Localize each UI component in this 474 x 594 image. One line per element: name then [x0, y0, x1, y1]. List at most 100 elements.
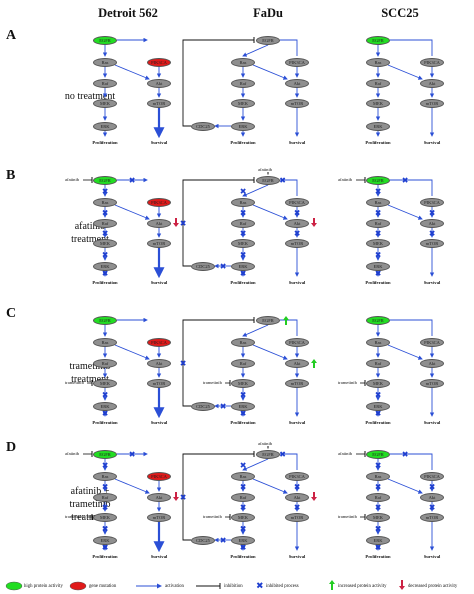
- r2-d-x-ras-raf: ✖: [102, 209, 109, 218]
- r2-f-x-egfr-pik3ca: ✖: [279, 176, 286, 185]
- r3-s-x-mek-erk-t: ✖: [375, 391, 382, 400]
- row-label-c: trametinib treatment: [69, 361, 111, 385]
- r2-s-x-akt-mtor: ✖: [429, 229, 436, 238]
- r4-d-x-mek-erk: ✖: [102, 525, 109, 534]
- r4-f-edge-egfr-ras: [242, 458, 269, 471]
- r2-f-node-raf: Raf: [231, 218, 255, 228]
- r4-d-node-ras: Ras: [93, 471, 117, 481]
- r4-f-x-ras-raf: ✖: [240, 483, 247, 492]
- r4-s-drug-trametinib: trametinib: [338, 514, 357, 519]
- r2-f-edge-ras-akt: [252, 204, 288, 220]
- r3-f-node-cdc25: CDC25: [191, 401, 215, 411]
- r4-s-node-pik3ca: PIK3CA: [420, 471, 444, 481]
- r2-f-node-pik3ca: PIK3CA: [285, 197, 309, 207]
- r3-d-node-mtor: mTOR: [147, 378, 171, 388]
- r2-d-x-mek-erk: ✖: [102, 251, 109, 260]
- r4-s-node-mek: MEK: [366, 512, 390, 522]
- r4-d-x-egfr-pik3ca: ✖: [129, 450, 136, 459]
- r2-f-x-akt-mtor: ✖: [294, 229, 301, 238]
- r3-d-node-erk: ERK: [93, 401, 117, 411]
- r1-f-node-cdc25: CDC25: [191, 121, 215, 131]
- r1-f-node-egfr: EGFR: [256, 35, 280, 45]
- r4-s-node-raf: Raf: [366, 492, 390, 502]
- r2-f-x-egfr-ras: ✖: [240, 187, 247, 196]
- r4-s-x-akt-mtor: ✖: [429, 503, 436, 512]
- r1-f-node-ras: Ras: [231, 57, 255, 67]
- r2-s-node-pik3ca: PIK3CA: [420, 197, 444, 207]
- r4-s-node-akt: Akt: [420, 492, 444, 502]
- r2-s-x-ras-raf: ✖: [375, 209, 382, 218]
- r2-f-label-survival: Survival: [288, 280, 306, 285]
- r4-s-x-erk-prolif-t: ✖: [375, 543, 382, 552]
- r1-f-node-pik3ca: PIK3CA: [285, 57, 309, 67]
- r1-s-node-mek: MEK: [366, 98, 390, 108]
- r4-s-x-ras-raf: ✖: [375, 483, 382, 492]
- r1-s-node-mtor: mTOR: [420, 98, 444, 108]
- r2-s-x-pik3ca-akt: ✖: [429, 209, 436, 218]
- r3-d-node-ras: Ras: [93, 337, 117, 347]
- r3-s-node-mek: MEK: [366, 378, 390, 388]
- r2-f-akt-decreased: [311, 218, 317, 227]
- r4-f-drug-trametinib: trametinib: [203, 514, 222, 519]
- r4-s-label-proliferation: Proliferation: [365, 554, 391, 559]
- legend-inhibited-label: inhibited process: [266, 584, 299, 589]
- r2-s-edge-egfr-pik3ca: [390, 179, 433, 196]
- r3-f-x-mek-erk-t: ✖: [240, 391, 247, 400]
- r4-f-x-pik3ca-akt: ✖: [294, 483, 301, 492]
- r3-f-node-egfr: EGFR: [256, 315, 280, 325]
- r2-d-node-pik3ca: PIK3CA: [147, 197, 171, 207]
- r2-f-edge-egfr-ras: [242, 184, 269, 197]
- r4-d-node-erk: ERK: [93, 535, 117, 545]
- r2-s-node-ras: Ras: [366, 197, 390, 207]
- r1-f-node-mek: MEK: [231, 98, 255, 108]
- r1-s-node-egfr: EGFR: [366, 35, 390, 45]
- r3-s-node-ras: Ras: [366, 337, 390, 347]
- r3-d-label-proliferation: Proliferation: [92, 420, 118, 425]
- r3-f-node-ras: Ras: [231, 337, 255, 347]
- r3-s-node-erk: ERK: [366, 401, 390, 411]
- legend-high-label: high protein activity: [24, 584, 63, 589]
- r4-f-node-egfr: EGFR: [256, 449, 280, 459]
- r1-f-edge-ras-akt: [252, 64, 288, 80]
- r4-f-x-akt-mtor: ✖: [294, 503, 301, 512]
- r4-f-akt-decreased: [311, 492, 317, 501]
- r3-d-node-pik3ca: PIK3CA: [147, 337, 171, 347]
- r2-d-node-mek: MEK: [93, 238, 117, 248]
- r4-f-label-survival: Survival: [288, 554, 306, 559]
- r3-s-node-egfr: EGFR: [366, 315, 390, 325]
- r3-d-edge-ras-akt: [114, 344, 150, 360]
- column-title-fadu: FaDu: [253, 6, 283, 20]
- r1-s-node-ras: Ras: [366, 57, 390, 67]
- r1-f-edge-cdc25-egfr: [182, 39, 254, 127]
- r4-f-node-erk: ERK: [231, 535, 255, 545]
- r3-s-label-survival: Survival: [423, 420, 441, 425]
- r1-f-node-akt: Akt: [285, 78, 309, 88]
- r2-f-edge-egfr-pik3ca: [280, 179, 298, 196]
- r2-d-node-mtor: mTOR: [147, 238, 171, 248]
- r3-f-node-mek: MEK: [231, 378, 255, 388]
- r2-f-x-mek-erk: ✖: [240, 251, 247, 260]
- legend-increased-label: increased protein activity: [338, 584, 387, 589]
- r1-d-node-akt: Akt: [147, 78, 171, 88]
- r4-s-x-erk-prolif: ✖: [375, 543, 382, 552]
- r4-f-edge-cdc25-egfr: [182, 453, 254, 541]
- r3-f-x-feedback-t: ✖: [180, 359, 187, 368]
- r2-s-node-mek: MEK: [366, 238, 390, 248]
- r4-f-x-feedback: ✖: [180, 493, 187, 502]
- r3-d-node-egfr: EGFR: [93, 315, 117, 325]
- r3-s-label-proliferation: Proliferation: [365, 420, 391, 425]
- r1-s-label-proliferation: Proliferation: [365, 140, 391, 145]
- r4-f-x-erk-prolif-t: ✖: [240, 543, 247, 552]
- r4-s-node-mtor: mTOR: [420, 512, 444, 522]
- r2-d-edge-ras-akt: [114, 204, 150, 220]
- r2-s-node-mtor: mTOR: [420, 238, 444, 248]
- r3-f-node-raf: Raf: [231, 358, 255, 368]
- r4-d-node-akt: Akt: [147, 492, 171, 502]
- r3-f-edge-egfr-pik3ca: [280, 319, 298, 336]
- r2-s-node-akt: Akt: [420, 218, 444, 228]
- r1-s-edge-egfr-pik3ca: [390, 39, 433, 56]
- r4-d-node-raf: Raf: [93, 492, 117, 502]
- r1-f-edge-egfr-pik3ca: [280, 39, 298, 56]
- r2-s-x-erk-prolif: ✖: [375, 269, 382, 278]
- legend-mutation-swatch: [69, 581, 87, 591]
